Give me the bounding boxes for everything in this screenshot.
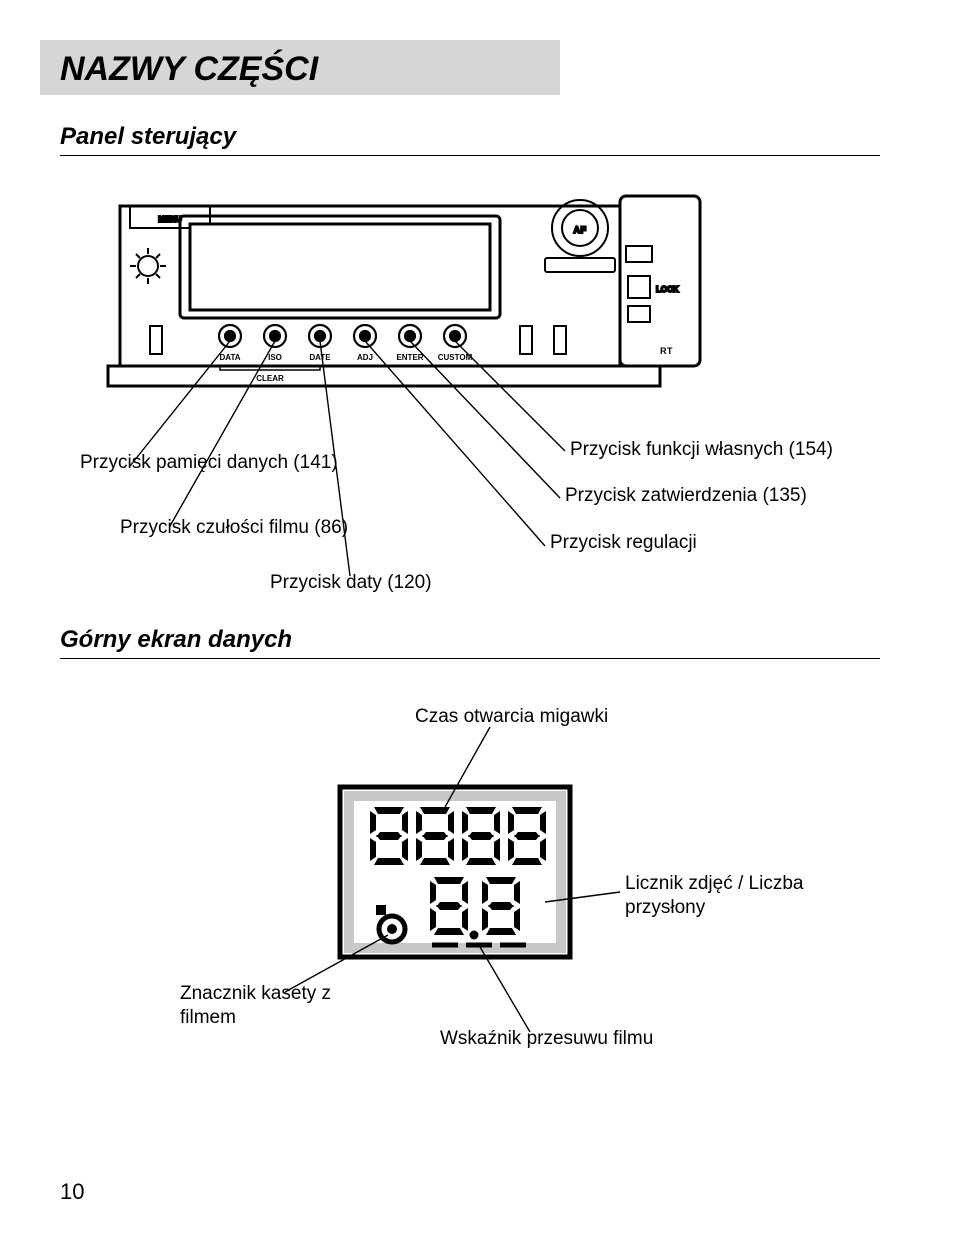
page-number: 10: [60, 1179, 84, 1205]
figure-lcd: Czas otwarcia migawki Licznik zdjęć / Li…: [60, 677, 880, 1077]
page-title-bar: NAZWY CZĘŚCI: [40, 40, 560, 95]
lbl-date: DATE: [309, 353, 331, 362]
callout-counter: Licznik zdjęć / Liczba przysłony: [625, 872, 855, 920]
callout-enter: Przycisk zatwierdzenia (135): [565, 484, 885, 508]
lbl-iso: ISO: [268, 353, 282, 362]
callout-transport: Wskaźnik przesuwu filmu: [440, 1027, 740, 1051]
btn-iso: [264, 325, 286, 347]
callout-custom: Przycisk funkcji własnych (154): [570, 438, 890, 462]
lcd-bottom-digits: [430, 877, 520, 940]
figure-control-panel: AF LOCK RT MENU: [60, 176, 880, 596]
btn-adj: [354, 325, 376, 347]
af-label: AF: [574, 225, 587, 235]
page-title: NAZWY CZĘŚCI: [60, 50, 318, 88]
callout-date: Przycisk daty (120): [270, 571, 530, 595]
callout-iso: Przycisk czułości filmu (86): [120, 516, 360, 540]
section2-heading: Górny ekran danych: [60, 626, 880, 659]
callout-adj: Przycisk regulacji: [550, 531, 850, 555]
btn-custom: [444, 325, 466, 347]
cassette-icon: [376, 905, 405, 942]
manual-page: NAZWY CZĘŚCI Panel sterujący AF: [0, 0, 960, 1239]
btn-enter: [399, 325, 421, 347]
lbl-adj: ADJ: [357, 353, 373, 362]
lcd-top-digits: [370, 807, 546, 865]
svg-text:MENU: MENU: [158, 215, 182, 224]
rt-label: RT: [660, 346, 673, 356]
lbl-clear: CLEAR: [256, 374, 284, 383]
lbl-enter: ENTER: [396, 353, 423, 362]
lbl-data: DATA: [219, 353, 240, 362]
callout-shutter: Czas otwarcia migawki: [415, 705, 675, 729]
callout-mem: Przycisk pamięci danych (141): [80, 451, 340, 475]
lock-label: LOCK: [656, 285, 679, 294]
btn-data: [219, 325, 241, 347]
section1-heading: Panel sterujący: [60, 123, 880, 156]
callout-cassette: Znacznik kasety z filmem: [180, 982, 380, 1030]
